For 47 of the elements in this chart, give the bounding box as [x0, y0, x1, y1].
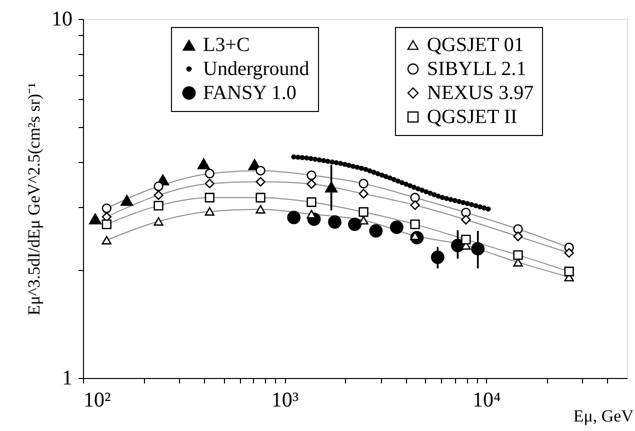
point: [154, 217, 164, 226]
point: [102, 203, 112, 214]
point: [256, 176, 266, 187]
x-axis-title: Eμ, GeV: [573, 406, 634, 426]
point: [513, 224, 523, 234]
point: [256, 192, 266, 202]
point: [358, 188, 368, 199]
point: [256, 166, 266, 176]
x-tick-label: 10²: [84, 388, 111, 412]
point: [461, 234, 471, 244]
point: [154, 181, 164, 192]
point: [564, 248, 574, 258]
point: [204, 192, 214, 202]
point: [410, 200, 420, 210]
legend-label: L3+C: [203, 34, 250, 56]
point: [204, 178, 214, 188]
point: [564, 266, 574, 276]
point: [204, 207, 214, 216]
legend-label: SIBYLL 2.1: [427, 58, 526, 80]
point: [102, 236, 112, 244]
legend-label: NEXUS 3.97: [427, 82, 534, 104]
x-tick-label: 10³: [271, 388, 299, 412]
point: [102, 219, 112, 230]
x-tick-label: 10⁴: [472, 388, 501, 412]
point: [154, 200, 164, 211]
point: [513, 258, 523, 267]
legend-label: QGSJET 01: [427, 34, 524, 56]
point: [410, 192, 420, 202]
y-tick-label: 10: [52, 6, 72, 30]
legend-label: FANSY 1.0: [203, 82, 296, 104]
point: [306, 197, 316, 207]
legend-label: Underground: [203, 58, 310, 80]
point: [306, 179, 316, 189]
legend-label: QGSJET II: [427, 106, 518, 128]
point: [306, 170, 316, 180]
point: [513, 232, 523, 242]
point: [358, 207, 368, 217]
point: [461, 208, 471, 218]
point: [154, 190, 164, 200]
point: [461, 214, 471, 225]
point: [256, 205, 266, 214]
y-tick-label: 1: [62, 366, 72, 390]
point: [410, 219, 420, 230]
point: [513, 250, 523, 260]
y-axis-title: Eμ^3.5dI/dEμ GeV^2.5(cm²s sr)⁻¹: [24, 82, 44, 316]
point: [204, 168, 214, 178]
point: [358, 178, 368, 188]
